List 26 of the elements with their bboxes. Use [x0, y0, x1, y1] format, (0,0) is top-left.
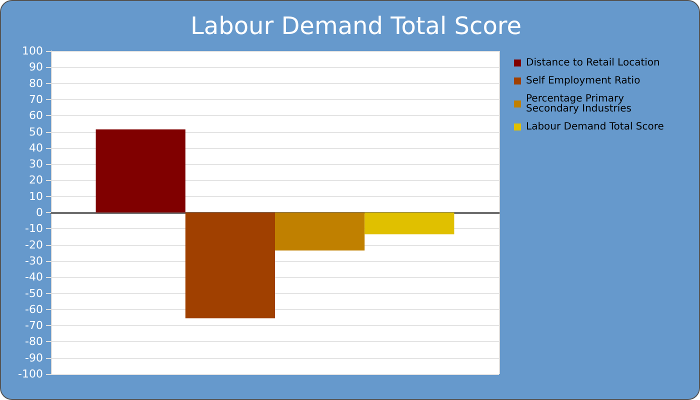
- y-tick-label: 40: [29, 141, 43, 154]
- chart-title: Labour Demand Total Score: [190, 12, 522, 40]
- y-tick-label: -80: [25, 335, 43, 348]
- y-tick-label: 30: [29, 158, 43, 171]
- legend-label: Self Employment Ratio: [526, 76, 640, 86]
- y-tick-label: -10: [25, 222, 43, 236]
- y-tick-label: -40: [25, 270, 43, 284]
- y-tick-label: -20: [25, 238, 43, 252]
- y-tick-label: 0: [36, 206, 43, 219]
- y-tick-label: 90: [29, 60, 43, 74]
- y-tick-label: -50: [25, 286, 43, 300]
- y-tick-label: 60: [29, 109, 43, 122]
- y-tick-label: -90: [25, 351, 43, 364]
- legend-label: Distance to Retail Location: [526, 58, 660, 68]
- y-tick-label: -70: [25, 319, 43, 332]
- legend-label: Labour Demand Total Score: [526, 122, 664, 132]
- y-tick-label: 20: [29, 174, 43, 187]
- y-tick-label: -100: [18, 368, 43, 380]
- y-tick-label: 50: [29, 125, 43, 138]
- y-tick-label: 80: [29, 76, 43, 90]
- legend-label: Percentage Primary Secondary Industries: [526, 94, 632, 114]
- y-tick-label: 100: [22, 44, 43, 58]
- y-tick-label: 70: [29, 92, 43, 106]
- y-tick-label: 10: [29, 190, 43, 203]
- y-tick-label: -60: [25, 302, 43, 316]
- y-tick-label: -30: [25, 254, 43, 268]
